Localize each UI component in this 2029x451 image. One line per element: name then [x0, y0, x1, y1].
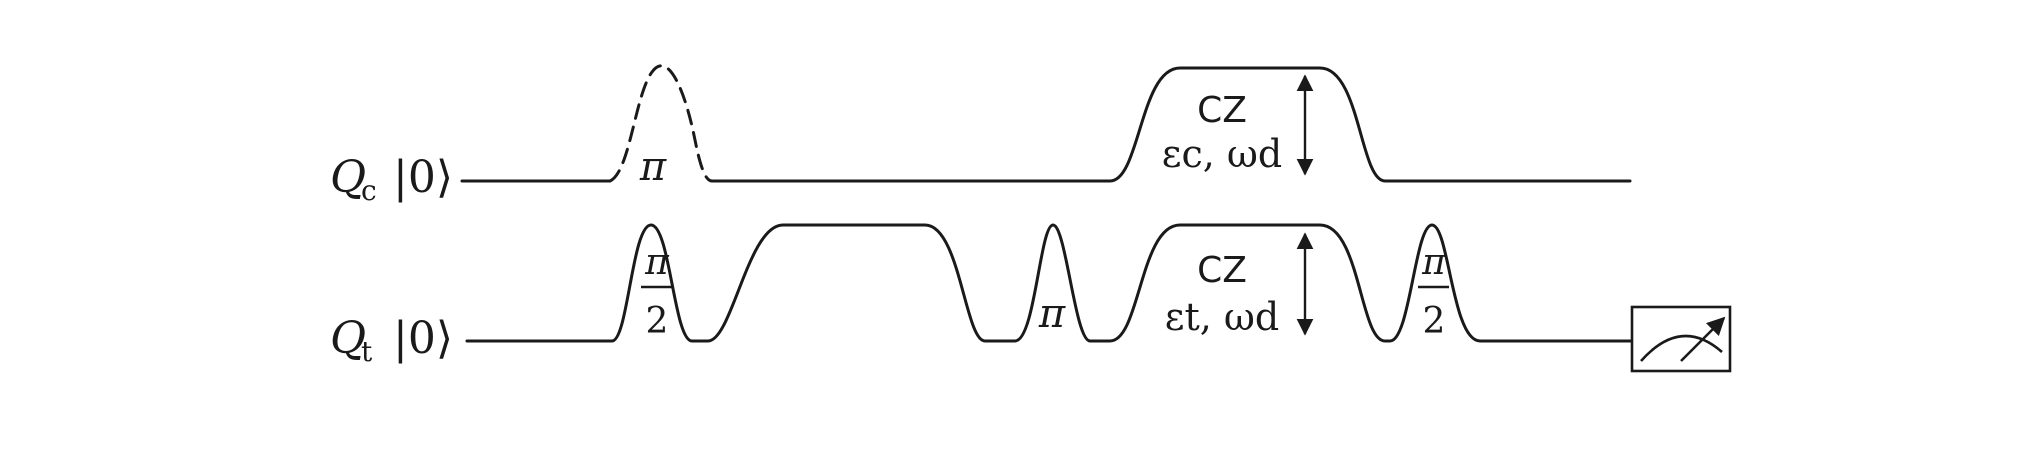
target-qubit-label: Q t |0⟩ [330, 313, 453, 368]
target-qubit-subscript: t [361, 335, 373, 368]
cz-control-block: CZ εc, ωd [1162, 74, 1314, 176]
target-half-pi-last-label: π 2 [1418, 242, 1449, 342]
half-pi-denominator: 2 [1423, 301, 1446, 342]
target-qubit-symbol: Q [330, 313, 366, 364]
cz-target-block: CZ εt, ωd [1165, 232, 1314, 339]
control-pi-pulse-dashed [608, 64, 714, 183]
half-pi-denominator: 2 [646, 301, 669, 342]
target-half-pi-first-label: π 2 [641, 242, 672, 342]
cz-target-params: εt, ωd [1165, 295, 1279, 339]
control-pi-pulse-label: π [639, 144, 667, 190]
control-qubit-label: Q c |0⟩ [330, 152, 453, 207]
half-pi-numerator: π [1421, 242, 1447, 283]
cz-control-params: εc, ωd [1162, 132, 1282, 176]
target-pi-pulse-label: π [1038, 291, 1066, 337]
cz-control-label: CZ [1197, 90, 1247, 131]
target-qubit-state: |0⟩ [393, 313, 453, 364]
control-qubit-subscript: c [361, 174, 377, 207]
target-wire [465, 223, 1634, 343]
control-qubit-state: |0⟩ [393, 152, 453, 203]
cz-target-label: CZ [1197, 250, 1247, 291]
half-pi-numerator: π [644, 242, 670, 283]
control-wire-with-cz-pulse [710, 66, 1632, 183]
measurement-meter-icon [1630, 305, 1732, 373]
control-qubit-symbol: Q [330, 152, 366, 203]
